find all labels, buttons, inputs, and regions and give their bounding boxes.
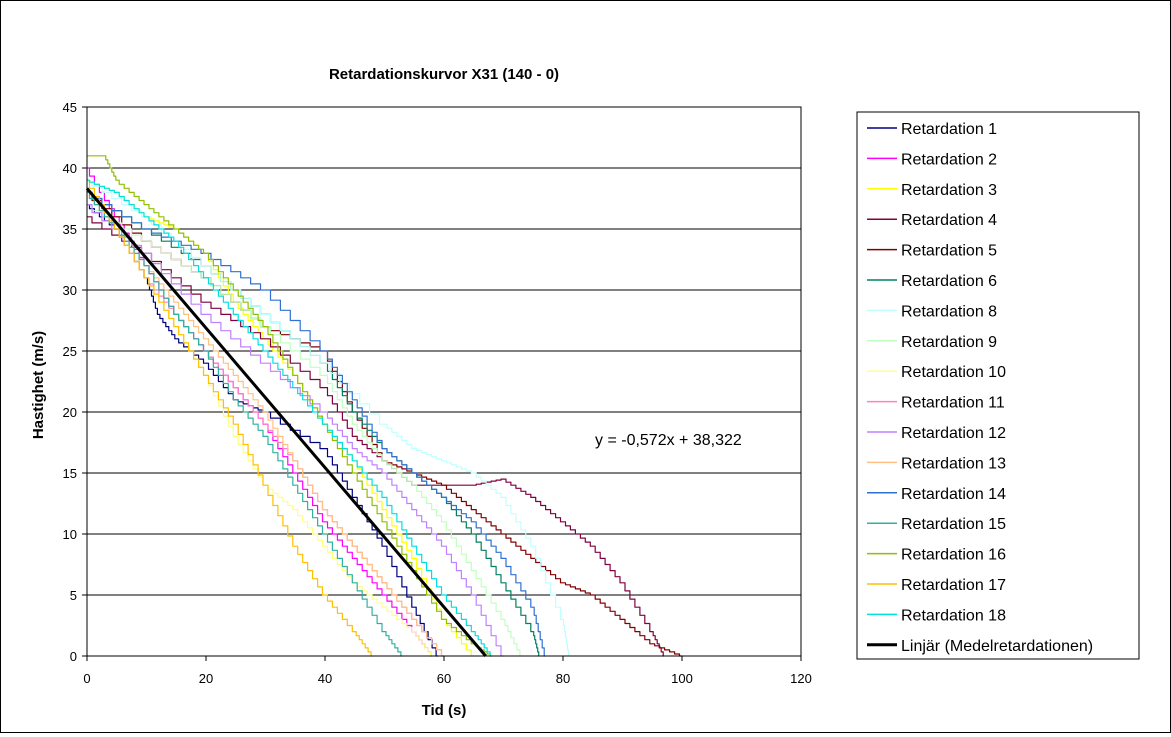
- x-tick-label: 80: [556, 671, 570, 686]
- chart-title: Retardationskurvor X31 (140 - 0): [329, 66, 559, 83]
- y-tick-label: 35: [63, 222, 77, 237]
- y-tick-label: 20: [63, 405, 77, 420]
- legend-label: Retardation 6: [901, 273, 997, 290]
- series-line-15: [87, 155, 492, 657]
- y-tick-label: 5: [70, 588, 77, 603]
- y-tick-label: 15: [63, 466, 77, 481]
- plot-area-border: [86, 106, 802, 657]
- x-axis-label: Tid (s): [422, 702, 467, 719]
- legend-label: Retardation 14: [901, 486, 1006, 503]
- legend-label: Retardation 9: [901, 334, 997, 351]
- legend-label: Retardation 12: [901, 425, 1006, 442]
- trendline-equation: y = -0,572x + 38,322: [595, 432, 742, 449]
- y-axis-label: Hastighet (m/s): [30, 331, 47, 439]
- x-tick-label: 20: [199, 671, 213, 686]
- legend-label: Retardation 1: [901, 121, 997, 138]
- series-line-8: [87, 204, 522, 657]
- legend-label: Retardation 8: [901, 303, 997, 320]
- legend-label: Retardation 13: [901, 455, 1006, 472]
- series-line-7: [87, 179, 570, 657]
- legend-box: [856, 111, 1140, 660]
- x-tick-label: 100: [671, 671, 693, 686]
- y-tick-label: 25: [63, 344, 77, 359]
- series-line-11: [87, 204, 504, 657]
- legend-label: Retardation 10: [901, 364, 1006, 381]
- legend-label: Retardation 18: [901, 607, 1006, 624]
- series-line-16: [87, 179, 373, 657]
- legend-label: Retardation 3: [901, 182, 997, 199]
- series-line-17: [87, 179, 492, 657]
- legend-label: Retardation 11: [901, 395, 1005, 412]
- legend-label: Retardation 17: [901, 577, 1006, 594]
- x-tick-label: 0: [83, 671, 90, 686]
- y-tick-label: 0: [70, 649, 77, 664]
- legend-label: Retardation 4: [901, 212, 997, 229]
- series-line-14: [87, 191, 403, 657]
- legend-label: Retardation 16: [901, 547, 1006, 564]
- x-tick-label: 40: [318, 671, 332, 686]
- legend-label: Linjär (Medelretardationen): [901, 638, 1093, 655]
- y-tick-label: 30: [63, 283, 77, 298]
- legend-label: Retardation 2: [901, 151, 997, 168]
- y-tick-label: 40: [63, 161, 77, 176]
- legend-label: Retardation 15: [901, 516, 1006, 533]
- x-tick-label: 120: [790, 671, 812, 686]
- y-tick-label: 45: [63, 100, 77, 115]
- y-tick-label: 10: [63, 527, 77, 542]
- series-line-18: [85, 187, 487, 657]
- series-line-10: [87, 191, 444, 657]
- x-tick-label: 60: [437, 671, 451, 686]
- legend-label: Retardation 5: [901, 243, 997, 260]
